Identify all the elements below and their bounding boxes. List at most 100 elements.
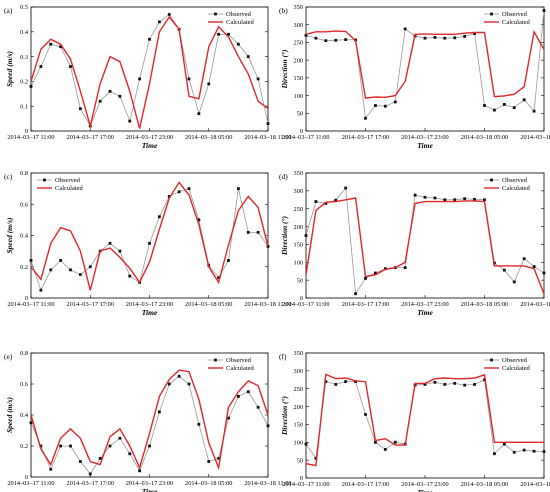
observed-point	[344, 38, 348, 41]
observed-point	[334, 38, 338, 42]
observed-point	[334, 198, 338, 202]
observed-point	[542, 271, 546, 275]
y-tick-label: 0	[25, 128, 28, 135]
observed-point	[69, 268, 72, 272]
legend-label: Calculated	[502, 185, 531, 192]
observed-point	[266, 122, 270, 125]
y-tick-label: 100	[294, 439, 303, 446]
y-tick-label: 0	[25, 474, 28, 481]
observed-point	[463, 35, 467, 38]
observed-point	[266, 424, 270, 428]
x-tick-label: 2014–03–17 11:00	[282, 481, 329, 488]
y-tick-label: 0.4	[20, 29, 29, 36]
observed-point	[493, 452, 496, 456]
x-tick-label: 2014–03–17 11:00	[7, 480, 54, 487]
observed-point	[49, 268, 53, 272]
observed-point	[118, 436, 122, 440]
observed-point	[29, 421, 33, 425]
y-tick-label: 50	[297, 277, 303, 284]
observed-point	[502, 442, 506, 446]
y-tick-label: 100	[294, 93, 303, 100]
observed-point	[256, 77, 260, 81]
y-tick-label: 300	[294, 368, 303, 375]
observed-point	[433, 36, 437, 39]
x-tick-label: 2014–03–17 11:00	[282, 134, 329, 141]
panel-e: (e) 0 0.2 0.4 0.6 0.8 2014–03–17 11:00 2014–03–…	[4, 350, 292, 492]
observed-point	[88, 265, 92, 269]
observed-point	[256, 405, 260, 409]
observed-point	[473, 198, 476, 201]
calculated-series-line	[31, 369, 268, 471]
observed-point	[522, 448, 526, 452]
observed-point	[493, 108, 496, 112]
observed-point	[512, 106, 516, 110]
x-tick-label: 2014–03–17 17:00	[342, 301, 389, 308]
x-tick-label: 2014–03–17 23:00	[401, 301, 448, 308]
x-tick-label: 2014–03–17 17:00	[67, 134, 114, 141]
observed-point	[364, 116, 367, 120]
observed-point	[473, 383, 476, 386]
y-tick-label: 300	[294, 188, 303, 195]
observed-point	[344, 186, 348, 190]
observed-point	[128, 452, 132, 456]
observed-point	[324, 39, 328, 43]
observed-point	[157, 20, 161, 24]
observed-point	[88, 472, 92, 476]
observed-point	[167, 195, 171, 198]
observed-point	[512, 450, 516, 454]
x-tick-label: 2014–03–17 11:00	[7, 301, 54, 308]
panel-f: (f) 0 50 100 150 200 250 300 350 2014–03–17 11:00…	[279, 350, 550, 492]
observed-point	[403, 27, 407, 31]
observed-series-line	[31, 375, 268, 475]
observed-point	[453, 381, 457, 385]
legend-label: Observed	[226, 11, 252, 18]
y-tick-label: 250	[294, 386, 303, 393]
panel-b: (b) 0 50 100 150 200 250 300 350 2014–03–17 11:00…	[279, 4, 550, 150]
legend-label: Calculated	[502, 19, 531, 26]
observed-point	[148, 241, 151, 245]
observed-point	[483, 378, 486, 382]
observed-point	[304, 33, 308, 37]
observed-point	[236, 395, 240, 398]
y-tick-label: 0.4	[20, 412, 29, 419]
observed-point	[108, 89, 112, 93]
observed-point	[207, 460, 211, 463]
observed-point	[443, 383, 447, 386]
y-tick-label: 150	[294, 75, 303, 82]
legend-marker	[490, 178, 493, 182]
observed-series-line	[31, 13, 268, 127]
observed-point	[522, 257, 526, 261]
panel-label: (a)	[4, 6, 13, 15]
observed-point	[246, 55, 250, 58]
observed-point	[433, 380, 437, 384]
x-tick-label: 2014–03–18 11:00	[520, 301, 550, 308]
legend-label: Observed	[502, 11, 528, 18]
observed-point	[118, 94, 122, 98]
x-tick-label: 2014–03–17 11:00	[7, 134, 54, 141]
x-axis-label: Time	[417, 488, 433, 492]
observed-point	[118, 249, 122, 253]
legend-label: Observed	[226, 357, 252, 364]
observed-series-line	[306, 10, 544, 120]
observed-point	[197, 422, 201, 426]
y-tick-label: 0.8	[20, 350, 28, 357]
legend-label: Calculated	[226, 365, 255, 372]
legend-marker	[214, 358, 217, 362]
observed-point	[59, 259, 63, 262]
observed-point	[177, 190, 181, 194]
observed-point	[453, 36, 457, 40]
observed-point	[502, 103, 506, 106]
y-tick-label: 350	[294, 4, 303, 11]
legend-label: Calculated	[55, 185, 84, 192]
observed-point	[227, 259, 230, 262]
observed-point	[128, 119, 132, 123]
x-tick-label: 2014–03–18 05:00	[185, 134, 232, 141]
legend-label: Observed	[55, 177, 81, 184]
observed-point	[324, 380, 328, 383]
x-axis-label: Time	[417, 308, 433, 317]
observed-point	[69, 444, 72, 448]
